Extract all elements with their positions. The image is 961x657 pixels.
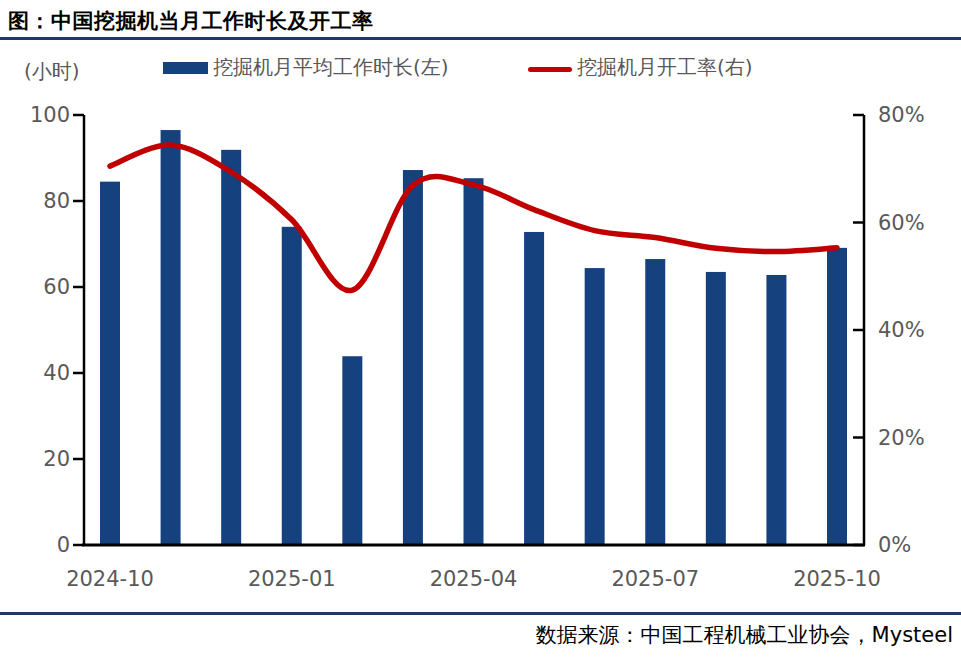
footer-divider [0, 612, 961, 615]
right-axis-tick-label: 80% [878, 103, 925, 127]
left-axis-tick-label: 20 [43, 447, 70, 471]
bar-2025-04 [464, 178, 484, 545]
bar-2024-12 [221, 150, 241, 545]
bar-2025-06 [585, 268, 605, 545]
left-axis-tick-label: 100 [30, 103, 70, 127]
x-axis-tick-label: 2025-07 [611, 567, 699, 591]
bar-2025-07 [645, 259, 665, 545]
bar-2025-03 [403, 170, 423, 545]
x-axis-tick-label: 2025-04 [430, 567, 518, 591]
bar-2024-10 [100, 182, 120, 545]
bar-2024-11 [161, 130, 181, 545]
right-axis-tick-label: 40% [878, 318, 925, 342]
report-chart-panel: 图：中国挖掘机当月工作时长及开工率 (小时) 挖掘机月平均工作时长(左) 挖掘机… [0, 0, 961, 657]
left-axis-tick-label: 0 [57, 533, 70, 557]
dual-axis-bar-line-chart: 0 20 40 60 80 100 0% 20% 40% 60% 80% 2024-10 2025-01… [0, 0, 961, 657]
x-axis-tick-label: 2025-10 [793, 567, 881, 591]
right-axis-tick-label: 0% [878, 533, 911, 557]
bar-2025-09 [766, 275, 786, 545]
left-axis-tick-label: 60 [43, 275, 70, 299]
data-source: 数据来源：中国工程机械工业协会，Mysteel [536, 621, 953, 649]
x-axis-tick-label: 2025-01 [248, 567, 336, 591]
bar-2025-05 [524, 232, 544, 545]
bar-2025-08 [706, 272, 726, 545]
bar-2025-02 [342, 356, 362, 545]
bar-2025-01 [282, 227, 302, 545]
right-axis-tick-label: 20% [878, 426, 925, 450]
x-axis-tick-label: 2024-10 [66, 567, 154, 591]
left-axis-tick-label: 80 [43, 189, 70, 213]
bar-2025-10 [827, 248, 847, 545]
right-axis-tick-label: 60% [878, 211, 925, 235]
left-axis-tick-label: 40 [43, 361, 70, 385]
